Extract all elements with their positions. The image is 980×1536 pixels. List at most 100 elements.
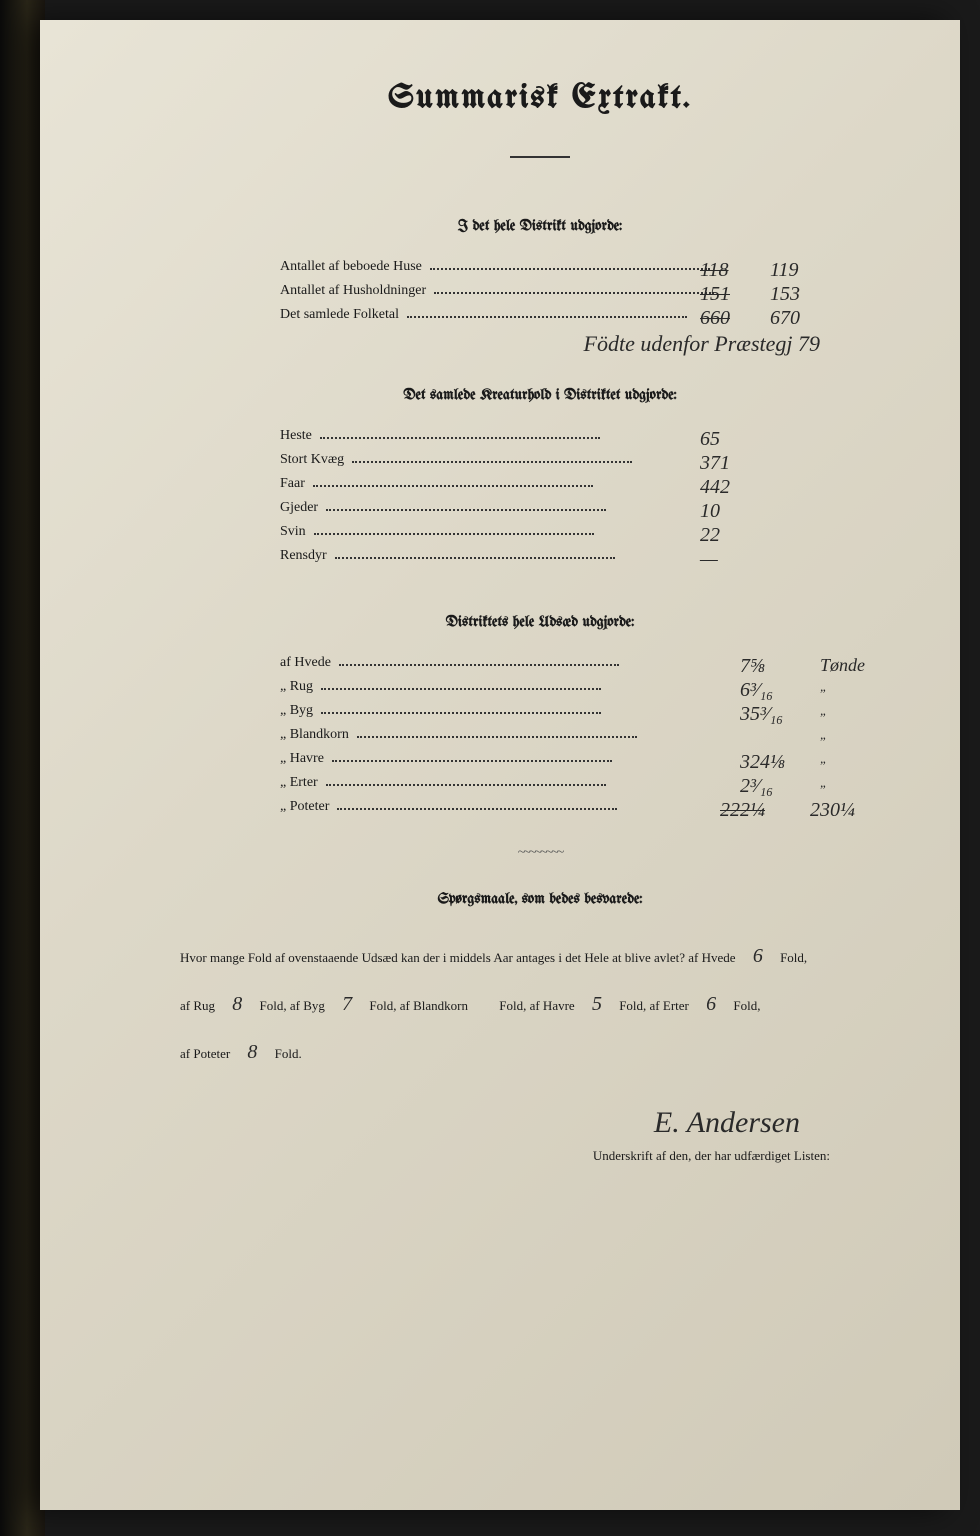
label: Rensdyr — [280, 548, 327, 564]
row-blandkorn: „ Blandkorn „ — [180, 727, 900, 743]
unit: Tønde — [820, 655, 865, 676]
value: — — [700, 548, 780, 571]
leader-dots — [314, 533, 594, 535]
leader-dots — [339, 664, 619, 666]
leader-dots — [313, 485, 593, 487]
label: Det samlede Folketal — [280, 307, 399, 323]
q-poteter-label: af Poteter — [180, 1046, 230, 1061]
leader-dots — [430, 268, 710, 270]
label: Gjeder — [280, 500, 318, 516]
leader-dots — [326, 784, 606, 786]
leader-dots — [321, 712, 601, 714]
row-rug: „ Rug 6³⁄₁₆ „ — [180, 679, 900, 695]
row-erter: „ Erter 2³⁄₁₆ „ — [180, 775, 900, 791]
row-hvede: af Hvede 7⅝ Tønde — [180, 655, 900, 671]
value: 2³⁄₁₆ — [740, 775, 820, 798]
value: 371 — [700, 452, 780, 475]
leader-dots — [321, 688, 601, 690]
handwritten-note: Födte udenfor Præstegj 79 — [180, 331, 900, 357]
q-lead: Hvor mange Fold af ovenstaaende Udsæd ka… — [180, 950, 736, 965]
value-corrected: 670 — [770, 307, 800, 330]
row-heste: Heste 65 — [180, 428, 900, 444]
row-faar: Faar 442 — [180, 476, 900, 492]
title-divider — [510, 156, 570, 158]
value-struck: 151 — [700, 283, 780, 306]
label: Stort Kvæg — [280, 452, 344, 468]
value: 10 — [700, 500, 780, 523]
signature-label: Underskrift af den, der har udfærdiget L… — [180, 1148, 900, 1164]
row-husholdninger: Antallet af Husholdninger 151 153 — [180, 283, 900, 299]
q-byg: 7 — [328, 993, 366, 1015]
value-corrected: 230¼ — [810, 799, 855, 822]
value: 442 — [700, 476, 780, 499]
leader-dots — [352, 461, 632, 463]
ditto: „ — [820, 679, 827, 695]
wavy-divider: ~~~~~~~~ — [490, 845, 590, 861]
value-struck: 222¼ — [720, 799, 800, 822]
ditto: „ — [820, 727, 827, 743]
fold: Fold, af Havre — [499, 998, 574, 1013]
row-huse: Antallet af beboede Huse 118 119 — [180, 259, 900, 275]
value-struck: 660 — [700, 307, 780, 330]
value: 35³⁄₁₆ — [740, 703, 820, 726]
questions-heading: Spørgsmaale, som bedes besvarede: — [180, 891, 900, 907]
q-rug: 8 — [218, 993, 256, 1015]
label: Heste — [280, 428, 312, 444]
section2-heading: Det samlede Kreaturhold i Distriktet udg… — [180, 387, 900, 403]
label: „ Blandkorn — [280, 727, 349, 743]
q-poteter: 8 — [233, 1041, 271, 1063]
value: 65 — [700, 428, 780, 451]
label: „ Poteter — [280, 799, 329, 815]
fold-end: Fold. — [275, 1046, 302, 1061]
label: Faar — [280, 476, 305, 492]
signature: E. Andersen — [180, 1106, 900, 1140]
value: 324⅛ — [740, 751, 820, 774]
value: 22 — [700, 524, 780, 547]
fold: Fold, af Erter — [619, 998, 689, 1013]
page-title: Summarisk Extrakt. — [180, 80, 900, 116]
row-svin: Svin 22 — [180, 524, 900, 540]
ditto: „ — [820, 775, 827, 791]
row-kvaeg: Stort Kvæg 371 — [180, 452, 900, 468]
label: af Hvede — [280, 655, 331, 671]
label: Svin — [280, 524, 306, 540]
q-havre: 5 — [578, 993, 616, 1015]
leader-dots — [337, 808, 617, 810]
ditto: „ — [820, 751, 827, 767]
questions-block: Hvor mange Fold af ovenstaaende Udsæd ka… — [180, 932, 900, 1076]
row-byg: „ Byg 35³⁄₁₆ „ — [180, 703, 900, 719]
fold: Fold, — [780, 950, 807, 965]
label: „ Byg — [280, 703, 313, 719]
leader-dots — [326, 509, 606, 511]
label: Antallet af Husholdninger — [280, 283, 426, 299]
leader-dots — [335, 557, 615, 559]
label: Antallet af beboede Huse — [280, 259, 422, 275]
leader-dots — [407, 316, 687, 318]
q-erter: 6 — [692, 993, 730, 1015]
section1-heading: I det hele Distrikt udgjorde: — [180, 218, 900, 234]
label: „ Havre — [280, 751, 324, 767]
label: „ Erter — [280, 775, 318, 791]
label: „ Rug — [280, 679, 313, 695]
row-havre: „ Havre 324⅛ „ — [180, 751, 900, 767]
row-gjeder: Gjeder 10 — [180, 500, 900, 516]
section3-heading: Distriktets hele Udsæd udgjorde: — [180, 614, 900, 630]
leader-dots — [434, 292, 714, 294]
row-rensdyr: Rensdyr — — [180, 548, 900, 564]
q-blandkorn — [471, 993, 499, 1015]
value: 6³⁄₁₆ — [740, 679, 820, 702]
q-hvede: 6 — [739, 945, 777, 967]
document-page: Summarisk Extrakt. I det hele Distrikt u… — [40, 20, 960, 1510]
row-poteter: „ Poteter 222¼ 230¼ — [180, 799, 900, 815]
fold: Fold, — [733, 998, 760, 1013]
value: 7⅝ — [740, 655, 820, 678]
ditto: „ — [820, 703, 827, 719]
book-binding — [0, 0, 45, 1536]
leader-dots — [320, 437, 600, 439]
value-struck: 118 — [700, 259, 780, 282]
row-folketal: Det samlede Folketal 660 670 — [180, 307, 900, 323]
leader-dots — [332, 760, 612, 762]
value-corrected: 153 — [770, 283, 800, 306]
q-rug-label: af Rug — [180, 998, 215, 1013]
leader-dots — [357, 736, 637, 738]
